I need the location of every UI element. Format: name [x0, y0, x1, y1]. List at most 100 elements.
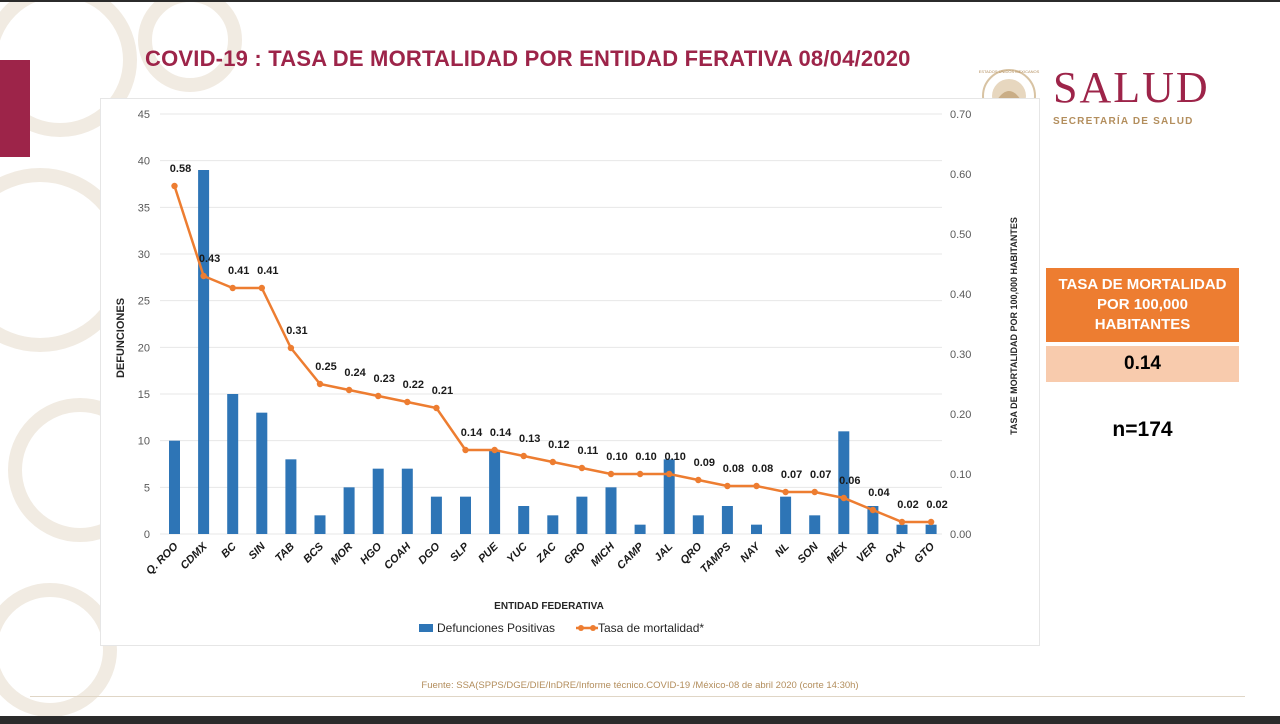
- data-label-tasa: 0.10: [606, 451, 627, 463]
- bar-defunciones: [721, 506, 733, 534]
- point-tasa: [229, 284, 236, 292]
- chart-legend: Defunciones Positivas Tasa de mortalidad…: [419, 621, 704, 635]
- bar-defunciones: [518, 506, 530, 534]
- point-tasa: [520, 452, 527, 460]
- point-tasa: [549, 458, 556, 466]
- data-label-tasa: 0.43: [199, 253, 220, 265]
- line-series-tasa: 0.58 0.43 0.41 0.41 0.31 0.25 0.24 0.23 0.22 0.21…: [170, 163, 948, 526]
- legend-swatch-defunciones: [419, 624, 433, 632]
- y-tick-label: 10: [138, 436, 150, 448]
- point-tasa: [695, 476, 702, 484]
- x-tick-label: TAMPS: [698, 540, 734, 576]
- point-tasa: [782, 488, 789, 496]
- bar-defunciones: [227, 394, 239, 534]
- salud-logo: ESTADOS UNIDOS MEXICANOS SALUD SECRETARÍ…: [975, 62, 1235, 132]
- x-axis-title: ENTIDAD FEDERATIVA: [494, 601, 604, 612]
- point-tasa: [404, 398, 411, 406]
- y-tick-label: 40: [138, 156, 150, 168]
- legend-marker-tasa: [578, 625, 584, 631]
- bar-series-defunciones: [169, 170, 937, 534]
- x-tick-label: OAX: [883, 540, 909, 566]
- point-tasa: [869, 506, 877, 514]
- y2-tick-label: 0.10: [950, 469, 971, 481]
- y2-tick-label: 0.60: [950, 169, 971, 181]
- data-label-tasa: 0.07: [781, 469, 802, 481]
- x-tick-label: CAMP: [615, 540, 647, 572]
- bar-defunciones: [547, 515, 559, 534]
- mortality-rate-header: TASA DE MORTALIDAD POR 100,000 HABITANTE…: [1046, 268, 1239, 342]
- x-tick-label: GRO: [562, 540, 589, 567]
- watermark-swirl: [0, 583, 117, 716]
- x-tick-label: BCS: [301, 540, 326, 565]
- point-tasa: [666, 470, 673, 478]
- bar-defunciones: [460, 496, 471, 534]
- bar-defunciones: [401, 468, 413, 534]
- data-label-tasa: 0.06: [839, 475, 860, 487]
- logo-wordmark: SALUD: [1053, 63, 1210, 112]
- bar-defunciones: [634, 524, 646, 534]
- data-label-tasa: 0.12: [548, 439, 569, 451]
- x-tick-label: PUE: [476, 540, 501, 565]
- data-label-tasa: 0.21: [432, 385, 453, 397]
- data-label-tasa: 0.22: [403, 379, 424, 391]
- point-tasa: [811, 488, 818, 496]
- data-label-tasa: 0.02: [897, 499, 918, 511]
- point-tasa: [375, 392, 382, 400]
- point-tasa: [316, 380, 324, 388]
- data-label-tasa: 0.25: [315, 361, 336, 373]
- point-tasa: [636, 470, 644, 478]
- x-tick-label: YUC: [505, 540, 531, 566]
- x-tick-label: BC: [219, 540, 239, 560]
- y2-tick-label: 0.50: [950, 229, 971, 241]
- bar-defunciones: [780, 496, 792, 534]
- x-tick-label: COAH: [382, 540, 414, 572]
- bar-defunciones: [343, 487, 355, 534]
- left-accent-bar: [0, 60, 30, 157]
- footer-divider: [30, 696, 1245, 697]
- y-tick-label: 25: [138, 296, 150, 308]
- x-tick-label: JAL: [652, 540, 675, 563]
- point-tasa: [200, 272, 207, 280]
- legend-label-defunciones: Defunciones Positivas: [437, 621, 555, 635]
- data-label-tasa: 0.02: [926, 499, 947, 511]
- x-tick-label: HGO: [358, 540, 385, 567]
- x-tick-label: NL: [773, 540, 792, 559]
- data-label-tasa: 0.08: [723, 463, 744, 475]
- bottom-border: [0, 716, 1280, 724]
- y2-axis-title: TASA DE MORTALIDAD POR 100,000 HABITANTE…: [1009, 217, 1019, 435]
- y2-tick-label: 0.20: [950, 409, 971, 421]
- point-tasa: [607, 470, 615, 478]
- x-tick-label: Q. ROO: [144, 540, 181, 577]
- bar-defunciones: [838, 431, 850, 534]
- y-tick-label: 0: [144, 529, 150, 541]
- x-tick-label: MOR: [329, 541, 356, 568]
- bar-defunciones: [169, 440, 180, 534]
- source-note: Fuente: SSA(SPPS/DGE/DIE/InDRE/Informe t…: [421, 680, 859, 691]
- watermark-swirl: [0, 0, 137, 137]
- y-tick-label: 35: [138, 202, 150, 214]
- mortality-rate-value: 0.14: [1046, 346, 1239, 382]
- point-tasa: [724, 482, 731, 490]
- data-label-tasa: 0.09: [694, 457, 715, 469]
- data-label-tasa: 0.13: [519, 433, 540, 445]
- point-tasa: [840, 494, 847, 502]
- point-tasa: [462, 446, 469, 454]
- data-label-tasa: 0.14: [490, 427, 512, 439]
- y2-tick-label: 0.70: [950, 109, 971, 121]
- point-tasa: [171, 182, 178, 190]
- y2-tick-label: 0.30: [950, 349, 971, 361]
- point-tasa: [927, 518, 935, 526]
- x-tick-label: ZAC: [534, 540, 560, 566]
- x-tick-label: SLP: [448, 540, 472, 564]
- bar-defunciones: [576, 496, 588, 534]
- bar-defunciones: [751, 524, 762, 534]
- bar-defunciones: [867, 506, 879, 534]
- point-tasa: [345, 386, 353, 394]
- data-label-tasa: 0.04: [868, 487, 890, 499]
- y2-tick-label: 0.00: [950, 529, 971, 541]
- data-label-tasa: 0.23: [373, 373, 394, 385]
- point-tasa: [433, 404, 440, 412]
- y-axis-title: DEFUNCIONES: [115, 298, 127, 378]
- bar-defunciones: [256, 412, 268, 534]
